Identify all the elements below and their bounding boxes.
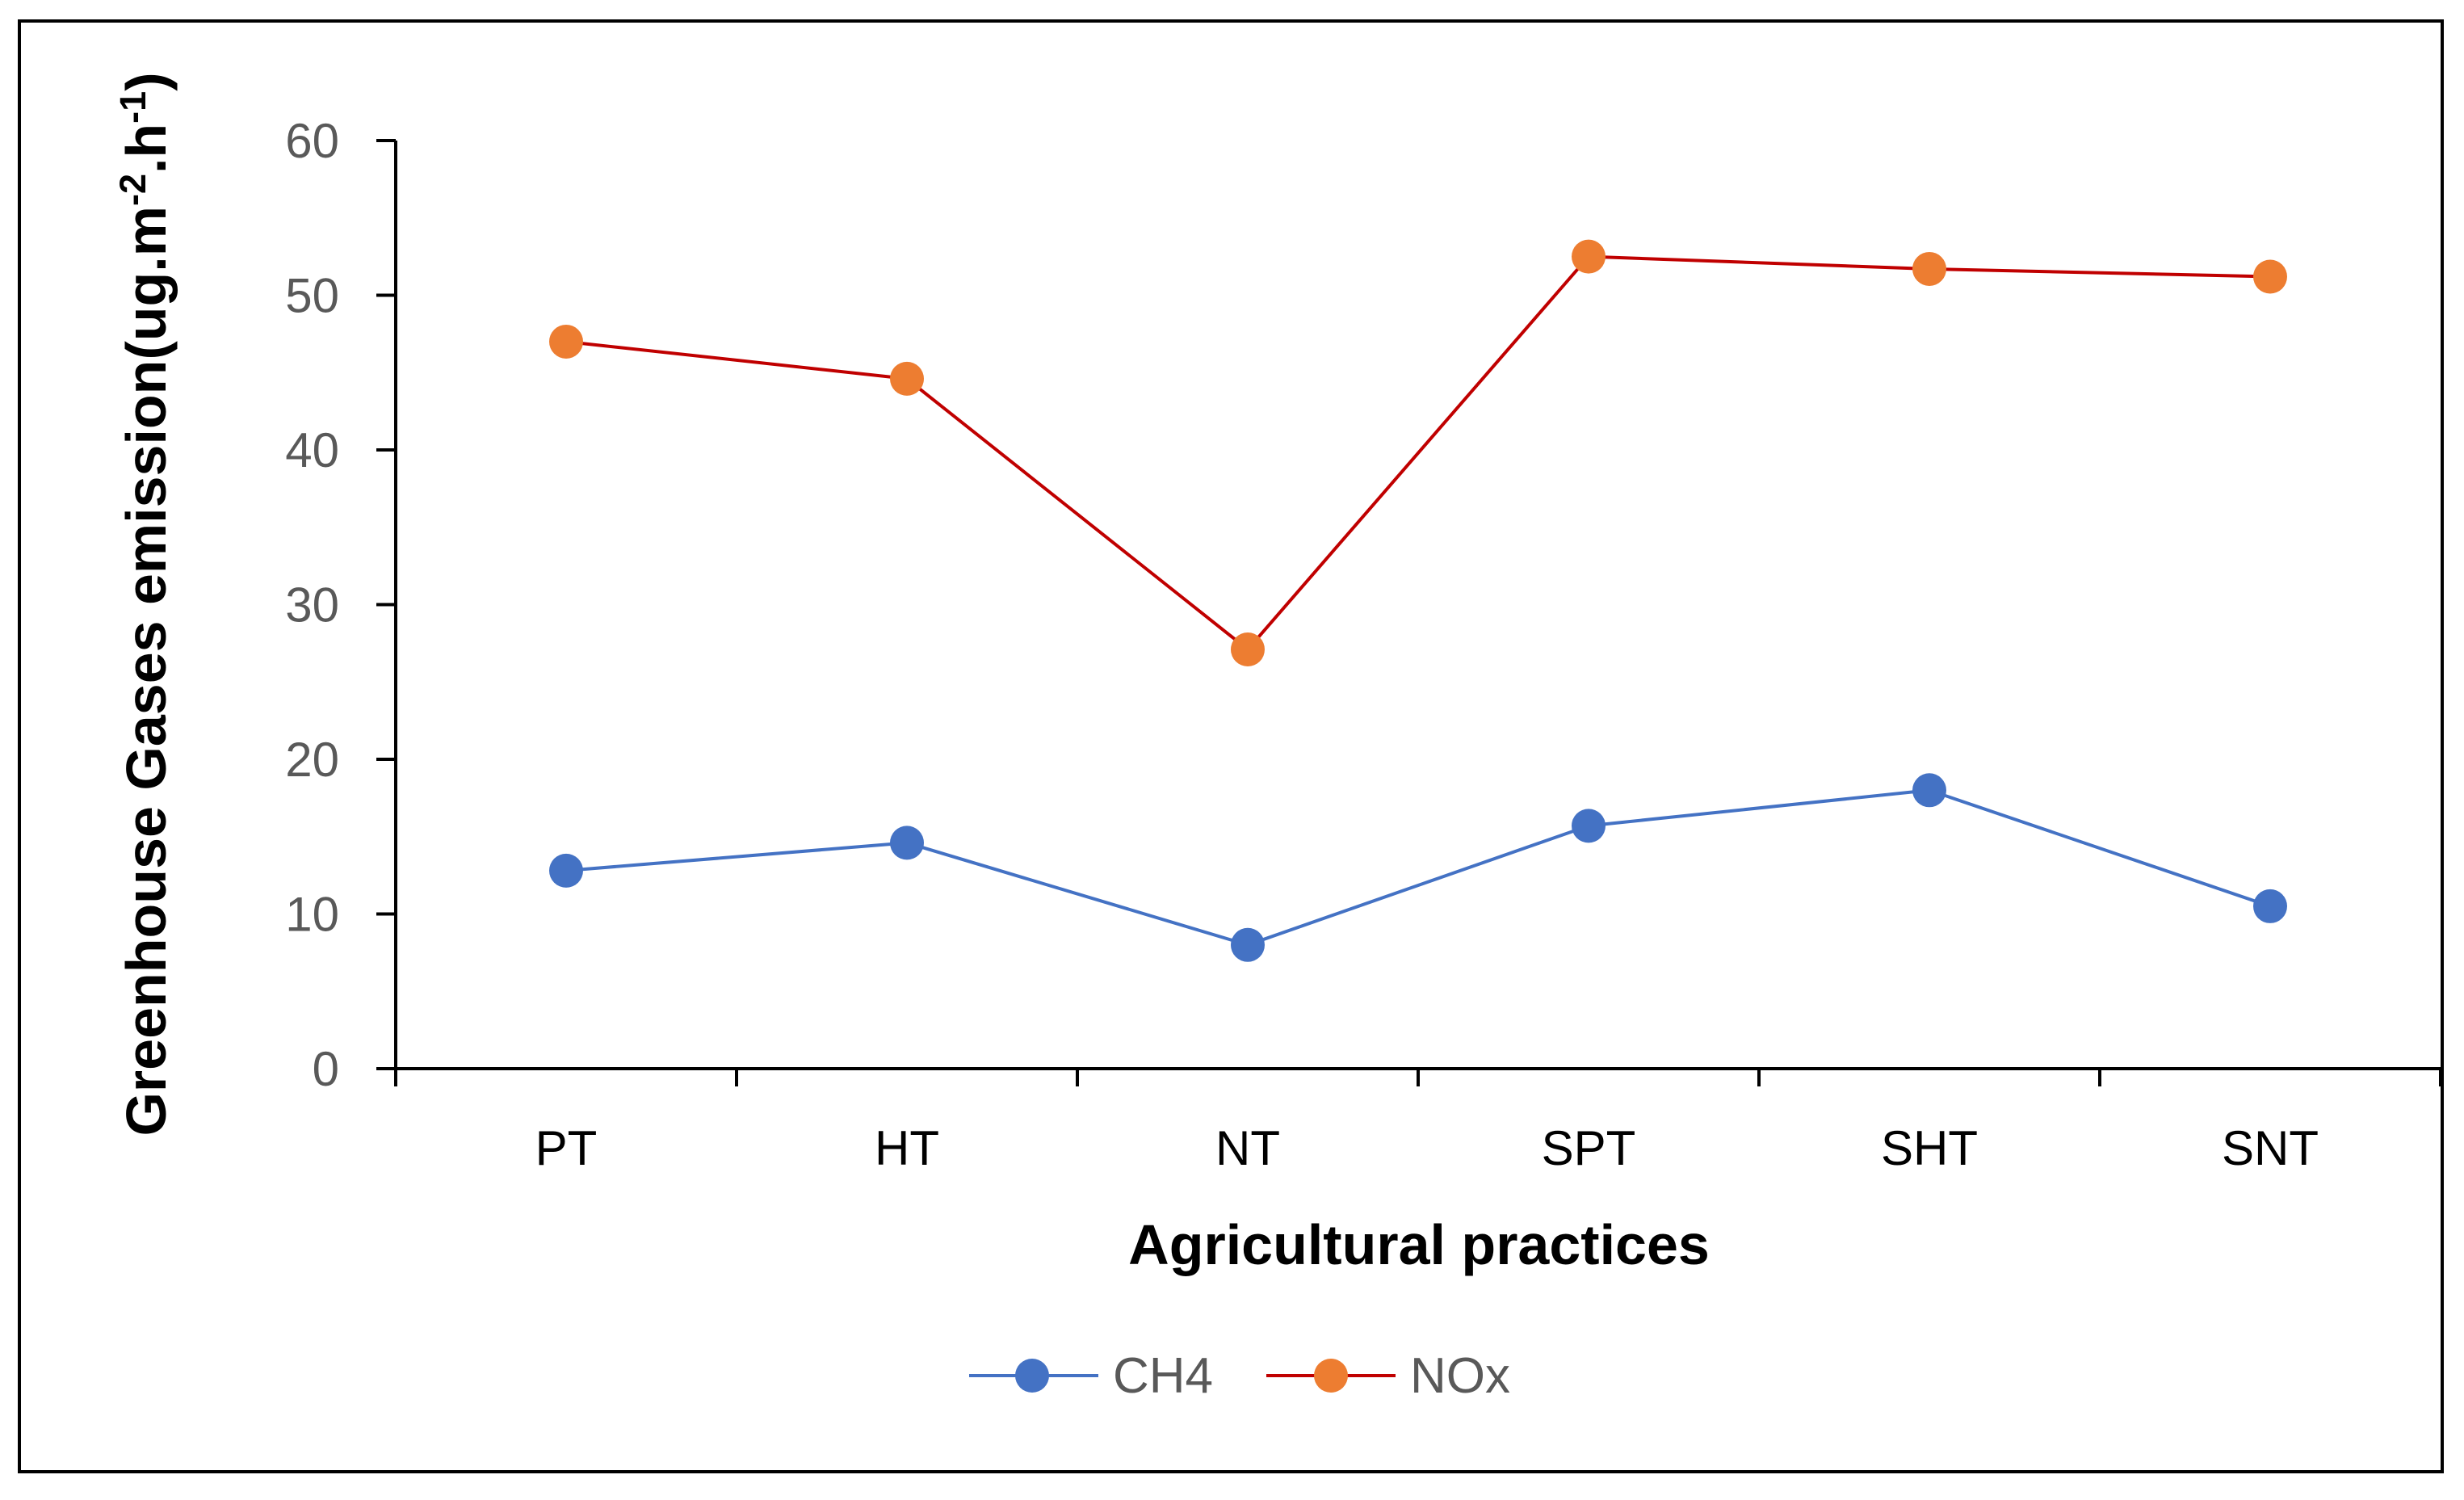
data-point-ch4: [1231, 927, 1265, 962]
y-axis-title-base: Greenhouse Gases emission(ug.m: [115, 206, 178, 1136]
y-axis-title-sup-1: -2: [112, 174, 153, 206]
series-line-ch4: [565, 788, 2271, 947]
data-point-nox: [1912, 251, 1946, 286]
data-point-ch4: [549, 853, 583, 888]
y-axis-title: Greenhouse Gases emission(ug.m-2.h-1): [112, 72, 178, 1136]
data-point-ch4: [2253, 889, 2287, 923]
x-axis-title: Agricultural practices: [1128, 1213, 1710, 1276]
x-tick-label: SHT: [1881, 1121, 1978, 1175]
x-tick-label: NT: [1215, 1121, 1280, 1175]
data-point-nox: [549, 324, 583, 359]
legend-ch4-label: CH4: [1113, 1348, 1213, 1404]
x-axis-ticks: PT HT NT SPT SHT SNT: [394, 1069, 2442, 1175]
y-tick-label: 30: [285, 578, 339, 632]
series-layer: [549, 239, 2287, 962]
x-tick-label: SNT: [2222, 1121, 2319, 1175]
y-tick-label: 20: [285, 733, 339, 787]
data-point-nox: [890, 361, 924, 396]
legend-item-nox: NOx: [1266, 1348, 1510, 1404]
y-tick-label: 50: [285, 269, 339, 323]
data-point-nox: [2253, 259, 2287, 294]
series-line-nox: [565, 254, 2271, 652]
y-axis-title-end: ): [115, 72, 178, 90]
y-tick-label: 0: [313, 1042, 339, 1096]
y-axis-title-sup-2: -1: [112, 91, 153, 124]
y-axis-title-mid: .h: [115, 124, 178, 174]
y-tick-label: 40: [285, 423, 339, 477]
x-tick-label: HT: [875, 1121, 939, 1175]
legend-item-ch4: CH4: [969, 1348, 1213, 1404]
legend: CH4 NOx: [969, 1348, 1510, 1404]
y-axis-ticks: 0 10 20 30 40 50 60: [285, 114, 396, 1096]
chart-frame: [18, 19, 2444, 1473]
y-tick-label: 10: [285, 888, 339, 942]
x-tick-label: SPT: [1542, 1121, 1636, 1175]
legend-nox-label: NOx: [1410, 1348, 1510, 1404]
data-point-nox: [1231, 632, 1265, 667]
y-tick-label: 60: [285, 114, 339, 168]
data-point-ch4: [1912, 773, 1946, 808]
data-point-nox: [1572, 239, 1606, 274]
data-point-ch4: [1572, 809, 1606, 843]
legend-nox-marker: [1314, 1359, 1348, 1393]
legend-ch4-marker: [1015, 1359, 1049, 1393]
x-tick-label: PT: [535, 1121, 598, 1175]
data-point-ch4: [890, 826, 924, 860]
